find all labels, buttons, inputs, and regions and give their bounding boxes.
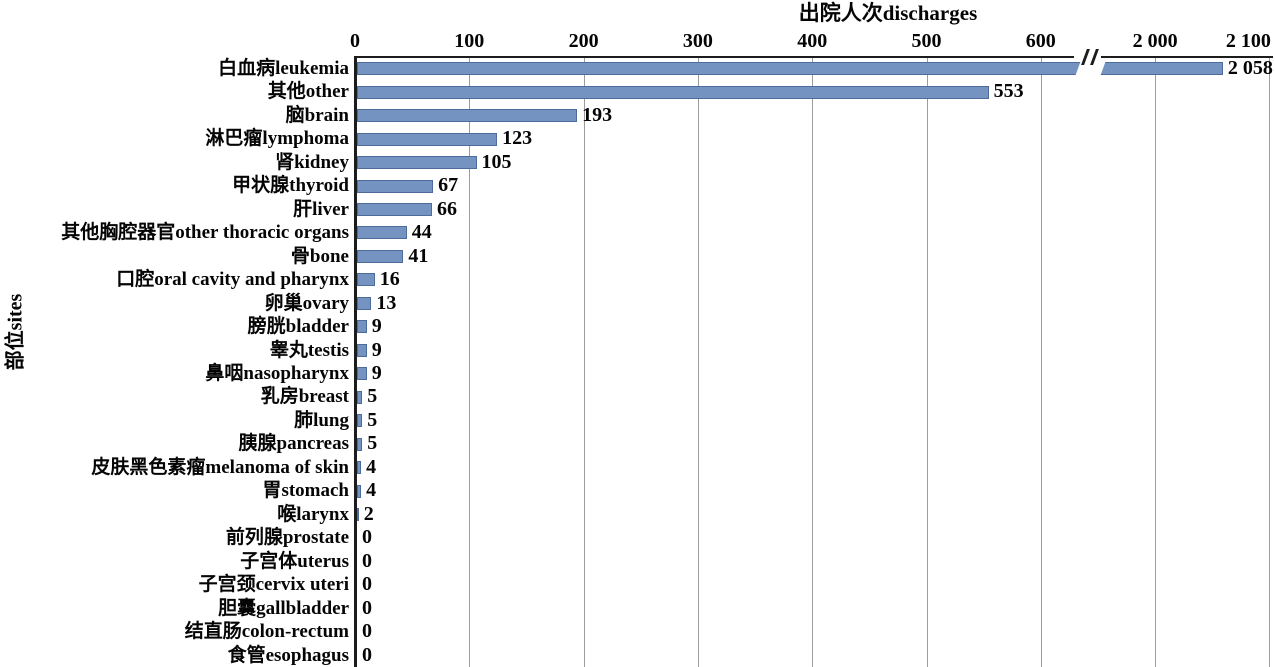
value-label: 5 bbox=[367, 408, 378, 431]
value-label: 4 bbox=[366, 455, 377, 478]
category-label: 甲状腺thyroid bbox=[232, 175, 349, 197]
x-tick-label: 300 bbox=[682, 30, 713, 52]
bar bbox=[356, 273, 375, 287]
value-label: 9 bbox=[371, 338, 382, 361]
value-label: 0 bbox=[362, 526, 372, 549]
x-gridline bbox=[926, 57, 928, 667]
y-axis-line bbox=[354, 57, 357, 667]
x-gridline bbox=[812, 57, 814, 667]
category-label: 其他other bbox=[267, 81, 349, 103]
value-label: 2 bbox=[363, 502, 374, 525]
category-label: 胃stomach bbox=[262, 480, 349, 502]
category-label: 食管esophagus bbox=[227, 644, 349, 666]
value-label: 2 058 bbox=[1227, 57, 1273, 79]
value-label: 5 bbox=[367, 385, 378, 408]
bar bbox=[356, 414, 363, 428]
axis-break-gap bbox=[1074, 53, 1101, 60]
value-label: 4 bbox=[366, 479, 377, 502]
value-label: 16 bbox=[379, 268, 400, 291]
x-tick-label: 200 bbox=[568, 30, 599, 52]
x-tick-label: 600 bbox=[1025, 30, 1056, 52]
x-tick-label: 2 100 bbox=[1225, 30, 1271, 52]
value-label: 0 bbox=[362, 620, 372, 643]
category-label: 皮肤黑色素瘤melanoma of skin bbox=[91, 456, 349, 478]
bar bbox=[356, 508, 359, 521]
value-label: 0 bbox=[362, 549, 372, 572]
category-label: 膀胱bladder bbox=[247, 316, 349, 338]
value-label: 553 bbox=[993, 80, 1024, 103]
category-label: 淋巴瘤lymphoma bbox=[205, 128, 349, 150]
value-label: 9 bbox=[371, 315, 382, 338]
bar bbox=[356, 156, 477, 170]
bar bbox=[356, 461, 362, 475]
category-label: 肺lung bbox=[294, 409, 349, 431]
bar bbox=[356, 203, 432, 216]
category-label: 子宫颈cervix uteri bbox=[198, 574, 349, 596]
bar bbox=[356, 437, 363, 451]
x-tick-label: 100 bbox=[454, 30, 485, 52]
category-label: 乳房breast bbox=[260, 386, 349, 408]
bar bbox=[356, 320, 367, 334]
category-label: 胰腺pancreas bbox=[238, 433, 349, 455]
category-label: 前列腺prostate bbox=[225, 527, 349, 549]
value-label: 123 bbox=[502, 127, 533, 150]
category-label: 结直肠colon-rectum bbox=[184, 621, 349, 643]
bar bbox=[356, 85, 989, 99]
bar bbox=[356, 390, 363, 404]
category-label: 子宫体uterus bbox=[240, 550, 349, 572]
x-gridline bbox=[583, 57, 585, 667]
bar bbox=[356, 109, 578, 123]
bar bbox=[356, 249, 404, 263]
value-label: 67 bbox=[438, 174, 459, 197]
x-axis-line bbox=[354, 55, 1273, 58]
category-label: 脑brain bbox=[285, 104, 349, 126]
value-label: 44 bbox=[411, 221, 432, 244]
bar bbox=[356, 62, 1223, 76]
x-axis-title: 出院人次discharges bbox=[798, 1, 978, 25]
category-label: 卵巢ovary bbox=[264, 292, 349, 314]
x-tick-label: 500 bbox=[911, 30, 942, 52]
value-label: 0 bbox=[362, 643, 372, 666]
x-gridline bbox=[1269, 57, 1271, 667]
category-label: 胆囊gallbladder bbox=[218, 597, 349, 619]
value-label: 0 bbox=[362, 596, 372, 619]
bar bbox=[356, 367, 367, 381]
x-tick-label: 0 bbox=[350, 30, 360, 52]
x-tick-label: 2 000 bbox=[1132, 30, 1178, 52]
bar bbox=[356, 343, 367, 357]
x-gridline bbox=[469, 57, 471, 667]
category-label: 肾kidney bbox=[275, 151, 349, 173]
value-label: 0 bbox=[362, 573, 372, 596]
category-label: 睾丸testis bbox=[269, 339, 349, 361]
x-gridline bbox=[1155, 57, 1157, 667]
x-tick-label: 400 bbox=[797, 30, 828, 52]
category-label: 其他胸腔器官other thoracic organs bbox=[61, 222, 349, 244]
x-gridline bbox=[1040, 57, 1042, 667]
value-label: 5 bbox=[367, 432, 378, 455]
value-label: 13 bbox=[376, 291, 397, 314]
bar bbox=[356, 179, 434, 193]
category-label: 口腔oral cavity and pharynx bbox=[116, 269, 349, 291]
category-label: 喉larynx bbox=[277, 503, 349, 525]
bar bbox=[356, 296, 372, 310]
category-label: 肝liver bbox=[293, 198, 349, 220]
bar bbox=[356, 226, 407, 240]
x-gridline bbox=[697, 57, 699, 667]
value-label: 193 bbox=[582, 103, 613, 126]
category-label: 鼻咽nasopharynx bbox=[205, 363, 349, 384]
value-label: 105 bbox=[481, 150, 512, 173]
category-label: 骨bone bbox=[290, 245, 349, 267]
value-label: 41 bbox=[408, 244, 429, 267]
bar bbox=[356, 484, 362, 498]
category-label: 白血病leukemia bbox=[218, 58, 349, 79]
value-label: 9 bbox=[371, 362, 382, 384]
value-label: 66 bbox=[436, 197, 457, 220]
bar bbox=[356, 132, 498, 146]
